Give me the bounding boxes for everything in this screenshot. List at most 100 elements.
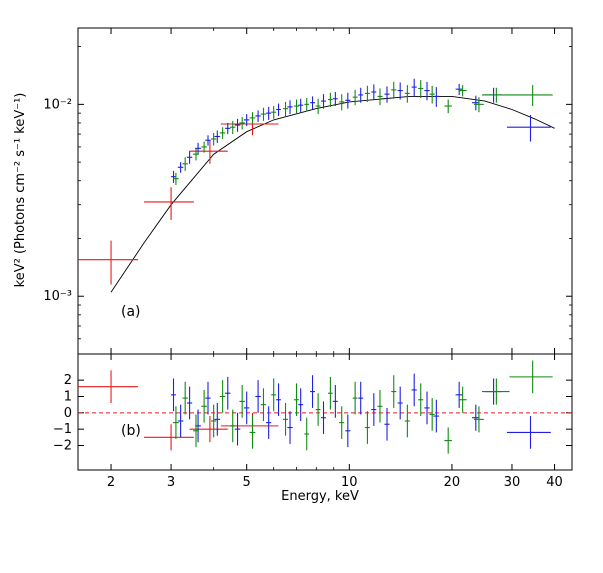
- green-data-point: [481, 87, 510, 103]
- y-tick-label: −1: [53, 422, 72, 437]
- green-data-point: [271, 106, 277, 119]
- red-data-point: [189, 416, 228, 443]
- green-data-point: [328, 92, 333, 107]
- green-data-point: [315, 98, 321, 115]
- green-data-point: [404, 404, 410, 438]
- green-data-point: [173, 406, 179, 439]
- blue-data-point: [310, 375, 315, 408]
- green-data-point: [304, 417, 310, 451]
- blue-data-point: [255, 380, 261, 413]
- red-data-point: [144, 424, 194, 451]
- blue-data-point: [266, 406, 272, 439]
- blue-data-point: [384, 86, 390, 103]
- green-data-point: [239, 385, 245, 418]
- green-data-point: [509, 360, 553, 394]
- blue-data-point: [255, 110, 261, 122]
- blue-data-point: [205, 135, 211, 146]
- green-data-point: [315, 393, 321, 426]
- blue-data-point: [332, 91, 338, 107]
- y-tick-label: 0: [64, 406, 72, 421]
- blue-data-point: [287, 411, 293, 444]
- green-data-point: [211, 132, 217, 146]
- green-data-point: [293, 99, 300, 114]
- green-data-point: [304, 97, 310, 112]
- blue-data-point: [397, 386, 403, 420]
- green-data-point: [260, 388, 267, 421]
- plot-frame: [77, 27, 573, 355]
- blue-data-point: [177, 404, 184, 438]
- blue-data-point: [321, 94, 326, 109]
- blue-data-point: [298, 388, 304, 421]
- green-data-point: [473, 406, 484, 433]
- green-data-point: [211, 404, 217, 438]
- green-data-point: [328, 376, 333, 410]
- green-data-point: [444, 427, 452, 454]
- blue-data-point: [332, 385, 338, 418]
- blue-data-point: [287, 100, 293, 115]
- green-data-point: [352, 381, 358, 415]
- blue-data-point: [225, 376, 231, 410]
- blue-data-point: [205, 381, 211, 415]
- x-tick-label: 5: [243, 475, 251, 490]
- blue-data-point: [411, 373, 417, 407]
- blue-data-point: [214, 130, 221, 143]
- green-data-point: [364, 411, 370, 444]
- blue-data-point: [411, 78, 417, 97]
- blue-data-point: [186, 151, 193, 164]
- blue-data-point: [424, 391, 430, 425]
- green-data-point: [458, 386, 467, 413]
- blue-data-point: [225, 122, 231, 135]
- green-data-point: [173, 172, 179, 185]
- x-tick-label: 20: [444, 475, 461, 490]
- x-axis-label: Energy, keV: [281, 489, 359, 504]
- blue-data-point: [244, 114, 250, 127]
- blue-data-point: [455, 381, 463, 408]
- blue-data-point: [433, 87, 440, 107]
- blue-data-point: [321, 401, 326, 435]
- panel-label-a: (a): [121, 304, 141, 320]
- blue-data-point: [371, 393, 377, 426]
- green-data-point: [260, 107, 267, 121]
- x-tick-label: 40: [546, 475, 563, 490]
- green-data-point: [509, 85, 553, 107]
- green-data-point: [201, 141, 207, 153]
- green-data-point: [418, 79, 424, 98]
- red-data-point: [220, 412, 279, 439]
- blue-data-point: [424, 81, 430, 101]
- y-tick-label: 10⁻²: [43, 97, 72, 112]
- blue-data-point: [345, 414, 351, 448]
- green-data-point: [377, 389, 383, 423]
- blue-data-point: [397, 82, 403, 100]
- green-data-point: [230, 120, 236, 135]
- red-data-point: [78, 370, 139, 404]
- green-data-point: [339, 406, 345, 439]
- x-axis: 2 3 5 10 20 30 40: [107, 28, 563, 490]
- blue-data-point: [276, 383, 281, 417]
- red-data-point: [78, 240, 139, 285]
- green-data-point: [201, 389, 207, 423]
- green-data-point: [271, 378, 277, 412]
- y-tick-label: 10⁻³: [43, 289, 72, 304]
- blue-data-point: [506, 115, 551, 142]
- blue-data-point: [371, 84, 377, 101]
- green-data-point: [293, 383, 300, 417]
- blue-data-point: [234, 412, 241, 446]
- green-data-point: [283, 101, 289, 116]
- green-data-point: [182, 157, 188, 171]
- residuals-panel: 21 0−1−2: [53, 353, 573, 471]
- green-data-point: [473, 97, 484, 113]
- blue-data-point: [471, 95, 480, 111]
- blue-data-point: [358, 87, 364, 103]
- blue-data-point: [345, 92, 351, 109]
- red-data-point: [144, 187, 194, 220]
- blue-data-point: [433, 399, 440, 433]
- blue-data-point: [298, 98, 304, 113]
- blue-data-point: [244, 391, 250, 425]
- green-data-point: [249, 416, 256, 449]
- x-tick-label: 10: [341, 475, 358, 490]
- y-tick-label: −2: [53, 438, 72, 453]
- green-data-point: [429, 398, 435, 431]
- green-data-point: [249, 112, 256, 125]
- green-data-point: [339, 94, 345, 111]
